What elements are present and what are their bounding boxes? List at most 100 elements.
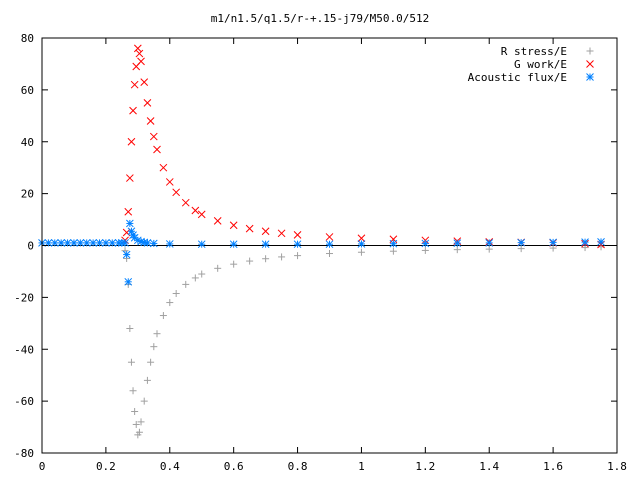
series-3-point — [125, 219, 134, 228]
x-tick-label: 1.2 — [415, 460, 435, 473]
series-3-point — [70, 239, 78, 247]
series-1-point — [294, 252, 302, 260]
series-2-point-d2 — [127, 137, 136, 146]
legend-marker-2 — [586, 60, 594, 68]
series-3-point-d2 — [149, 239, 158, 248]
series-3-point — [293, 240, 302, 249]
series-1-point — [453, 246, 461, 254]
series-3-point — [143, 239, 152, 247]
series-3-point — [597, 238, 605, 246]
series-2-point — [133, 44, 142, 53]
series-2-point-d2 — [130, 80, 139, 89]
series-1-point — [182, 280, 190, 288]
series-2-point — [277, 229, 286, 238]
series-3-point-d2 — [389, 239, 398, 248]
series-1-point — [147, 358, 155, 366]
series-2-point-d2 — [213, 217, 222, 225]
y-tick-label: 0 — [27, 240, 34, 253]
series-3-point-d2 — [102, 239, 110, 247]
series-1-point — [135, 428, 143, 436]
series-2-point-d2 — [357, 234, 366, 243]
series-3-point — [485, 239, 494, 247]
series-1-point — [357, 248, 365, 256]
series-2-point — [245, 224, 254, 233]
series-1-point — [126, 325, 134, 332]
series-3-point — [102, 239, 110, 247]
series-3-point — [108, 239, 117, 247]
series-1-point — [159, 312, 167, 320]
series-2-point-d2 — [197, 210, 206, 219]
series-3-point — [95, 239, 104, 247]
legend-marker-1 — [586, 47, 594, 55]
series-3-point-d2 — [597, 238, 605, 246]
legend-label-3: Acoustic flux/E — [468, 71, 567, 84]
series-2-point — [229, 221, 238, 230]
y-tick-label: 80 — [21, 32, 34, 45]
series-3-point-d2 — [197, 240, 206, 249]
series-2-point — [357, 234, 366, 243]
series-1-point — [132, 420, 140, 428]
series-2-point — [125, 174, 134, 182]
series-2-point — [159, 163, 168, 172]
series-3-point-d2 — [63, 239, 72, 247]
series-3-point-d2 — [89, 239, 97, 247]
series-1-point — [127, 358, 135, 366]
series-1-point — [517, 245, 525, 253]
series-2-point-d2 — [143, 98, 152, 107]
series-3-point-d2 — [122, 250, 131, 259]
series-layer — [38, 44, 605, 439]
series-2-point — [143, 98, 152, 107]
series-1-point — [131, 408, 139, 415]
series-2-point — [137, 57, 145, 66]
series-1-point — [214, 264, 222, 272]
series-2-point-d2 — [181, 198, 190, 207]
series-2-point-d2 — [133, 44, 142, 53]
series-3-point — [421, 239, 430, 248]
legend-marker-3-d2 — [586, 73, 594, 81]
series-2-point — [213, 217, 222, 225]
series-3-point — [121, 239, 129, 247]
series-3-point-d2 — [421, 239, 430, 248]
series-3-point-d2 — [124, 277, 133, 286]
series-2-point-d2 — [122, 228, 131, 237]
series-1-point — [230, 260, 238, 268]
series-1-point — [172, 289, 180, 297]
series-2-point-d2 — [140, 78, 149, 86]
series-3-point-d2 — [57, 239, 66, 247]
series-3-point-d2 — [143, 239, 152, 247]
series-3-point-d2 — [453, 239, 462, 248]
series-1-point — [246, 257, 254, 265]
series-3-point — [261, 240, 270, 249]
x-tick-label: 0.4 — [160, 460, 180, 473]
series-2-point — [130, 80, 139, 89]
series-2-point — [165, 178, 174, 186]
series-1-point — [153, 330, 161, 338]
series-2-point-d2 — [229, 221, 238, 230]
series-3-point-d2 — [485, 239, 494, 247]
series-1-point — [137, 418, 145, 426]
x-tick-label: 0 — [39, 460, 46, 473]
series-3-point — [50, 239, 59, 247]
series-3-point — [517, 238, 526, 247]
series-3-point-d2 — [121, 239, 129, 247]
series-2-point — [191, 206, 200, 215]
x-tick-label: 1.8 — [607, 460, 627, 473]
x-tick-label: 0.2 — [96, 460, 116, 473]
series-2-point — [149, 132, 158, 141]
series-1-point — [166, 299, 174, 307]
series-3-point-d2 — [517, 238, 526, 247]
series-3-point — [76, 239, 85, 247]
series-2-point — [153, 145, 161, 154]
series-2-point-d2 — [124, 207, 133, 216]
axes: 0 0.2 0.4 0.6 0.8 1 1.2 1.4 1.6 1.8 -80 -60 -40 -20 0 2… — [14, 32, 627, 473]
series-3-point — [82, 239, 91, 247]
series-3-point-d2 — [76, 239, 85, 247]
series-1-point — [262, 255, 270, 263]
series-2-point-d2 — [149, 132, 158, 141]
series-3-point-d2 — [50, 239, 59, 247]
series-3-point-d2 — [140, 238, 149, 247]
series-3-point — [197, 240, 206, 249]
series-3-point-d2 — [165, 240, 174, 248]
series-1-point — [485, 245, 493, 253]
